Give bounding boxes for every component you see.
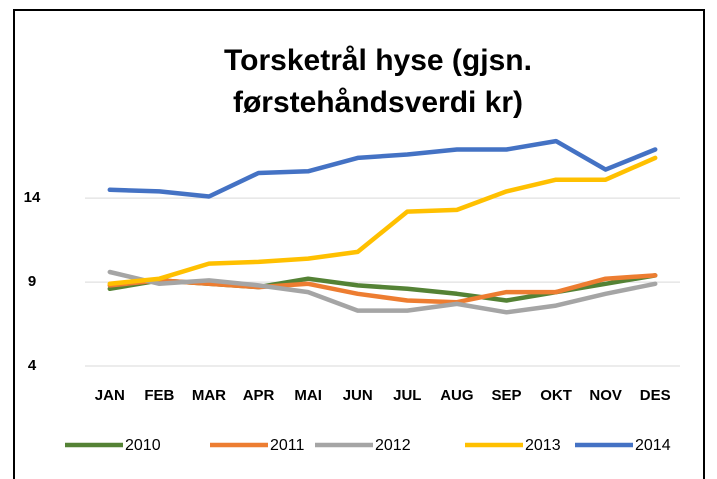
y-tick-label: 9 bbox=[28, 273, 36, 290]
x-tick-label: APR bbox=[243, 387, 275, 404]
legend-label: 2010 bbox=[125, 437, 161, 454]
x-tick-label: SEP bbox=[491, 387, 521, 404]
chart-frame bbox=[13, 9, 705, 479]
legend-label: 2013 bbox=[525, 437, 561, 454]
legend-label: 2012 bbox=[375, 437, 411, 454]
series-line bbox=[107, 273, 658, 305]
x-tick-label: FEB bbox=[144, 387, 174, 404]
x-tick-label: AUG bbox=[440, 387, 473, 404]
y-tick-label: 4 bbox=[28, 357, 37, 374]
chart-title: førstehåndsverdi kr) bbox=[233, 86, 523, 119]
y-tick-label: 14 bbox=[24, 189, 41, 206]
series-line bbox=[107, 155, 658, 287]
x-tick-label: JAN bbox=[95, 387, 125, 404]
legend-label: 2011 bbox=[270, 437, 305, 454]
series-line bbox=[107, 138, 658, 199]
x-tick-label: JUL bbox=[393, 387, 421, 404]
x-tick-label: DES bbox=[640, 387, 671, 404]
x-tick-label: JUN bbox=[343, 387, 373, 404]
x-tick-label: NOV bbox=[589, 387, 622, 404]
legend-label: 2014 bbox=[635, 437, 671, 454]
x-tick-label: MAI bbox=[294, 387, 322, 404]
chart-title: Torsketrål hyse (gjsn. bbox=[224, 44, 532, 77]
x-tick-label: OKT bbox=[540, 387, 572, 404]
x-tick-label: MAR bbox=[192, 387, 226, 404]
series-line bbox=[107, 269, 658, 315]
